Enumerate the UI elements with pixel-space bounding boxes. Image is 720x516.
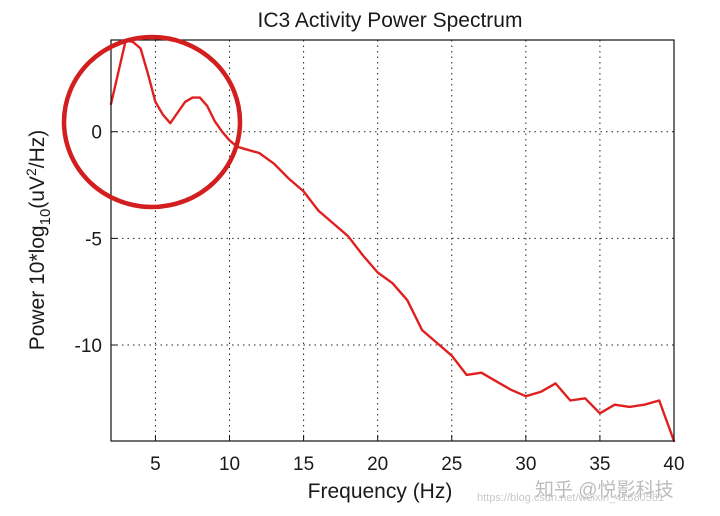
- y-tick-label: 0: [91, 123, 102, 144]
- plot-area-frame: [110, 39, 675, 442]
- x-tick-label: 25: [441, 454, 462, 475]
- highlight-circle: [61, 34, 243, 210]
- gridlines: [111, 40, 674, 441]
- x-tick-label: 30: [515, 454, 536, 475]
- watermark-url: https://blog.csdn.net/weixin_41880581: [477, 492, 664, 504]
- y-axis-label: Power 10*log10(uV2/Hz): [23, 130, 54, 351]
- x-axis-ticks: 5 10 15 20 25 30 35 40: [150, 435, 685, 475]
- x-tick-label: 5: [150, 454, 161, 475]
- watermark-logo: 知乎 @悦影科技: [535, 479, 674, 501]
- x-tick-label: 10: [219, 454, 240, 475]
- x-tick-label: 35: [589, 454, 610, 475]
- x-axis-label: Frequency (Hz): [308, 480, 453, 503]
- x-tick-label: 15: [293, 454, 314, 475]
- y-tick-label: -10: [75, 336, 102, 357]
- y-tick-label: -5: [85, 229, 102, 250]
- chart-title: IC3 Activity Power Spectrum: [258, 9, 523, 32]
- x-tick-label: 40: [663, 454, 684, 475]
- series-layer: [109, 38, 676, 443]
- x-tick-label: 20: [367, 454, 388, 475]
- y-axis-ticks: 0 -5 -10: [75, 123, 117, 357]
- series-line: [109, 38, 676, 443]
